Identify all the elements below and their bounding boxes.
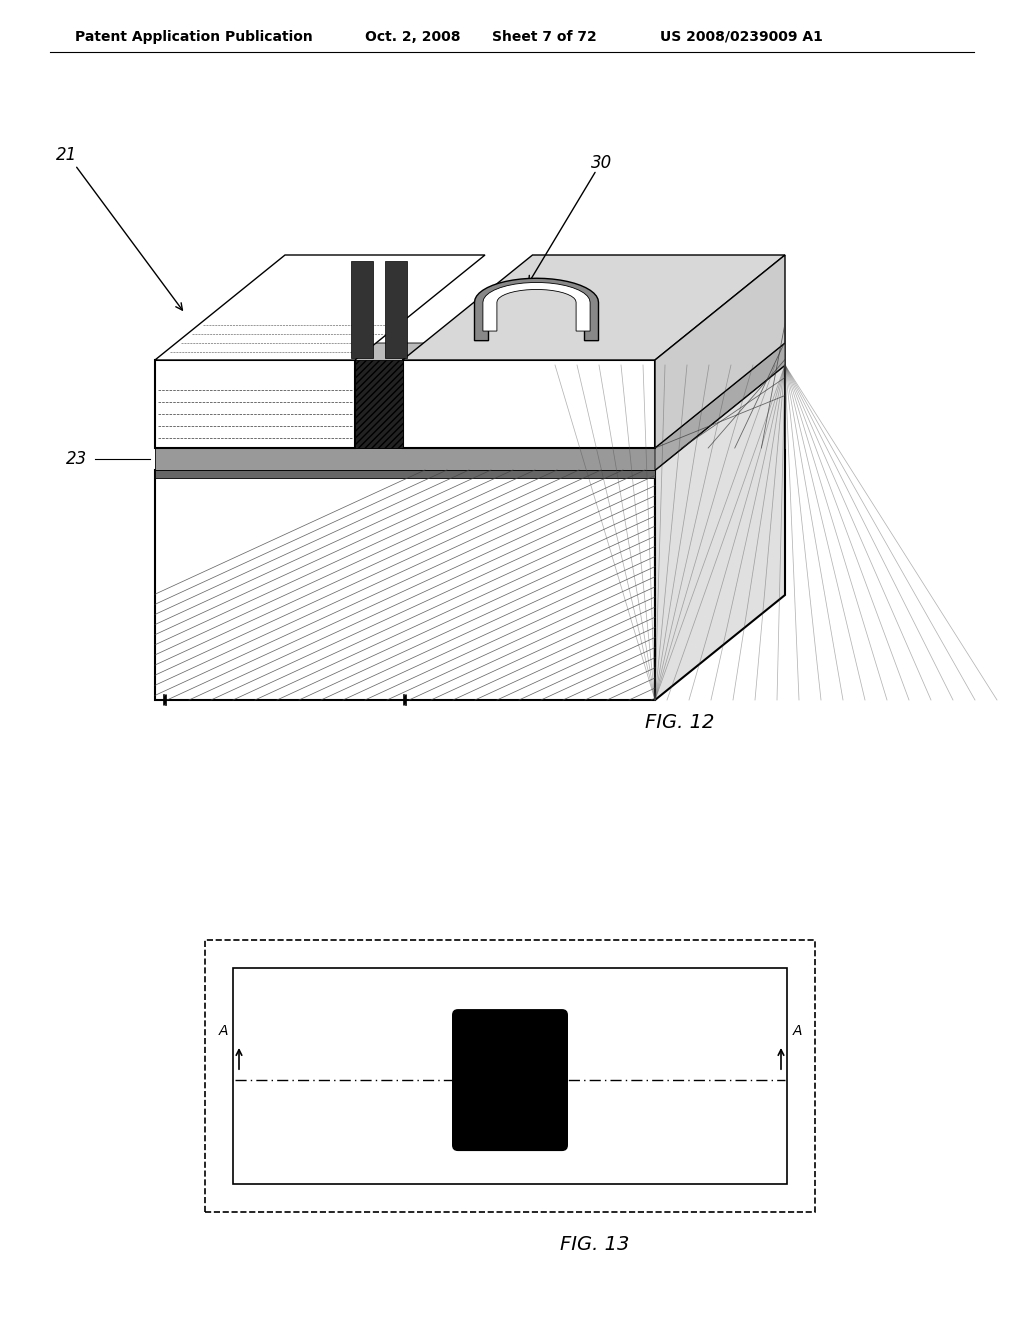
Bar	[233, 968, 787, 1184]
Text: Oct. 2, 2008: Oct. 2, 2008	[365, 30, 461, 44]
Polygon shape	[402, 360, 655, 447]
Polygon shape	[655, 255, 785, 447]
Bar	[351, 261, 373, 358]
Polygon shape	[155, 343, 785, 447]
Text: A: A	[218, 1024, 227, 1038]
FancyBboxPatch shape	[452, 1008, 568, 1151]
Text: FIG. 13: FIG. 13	[560, 1236, 630, 1254]
Polygon shape	[483, 282, 590, 331]
Bar	[205, 940, 815, 1212]
Text: 23: 23	[66, 450, 87, 469]
Text: 30: 30	[591, 154, 612, 172]
Polygon shape	[155, 255, 485, 360]
Polygon shape	[655, 366, 785, 700]
Text: Sheet 7 of 72: Sheet 7 of 72	[492, 30, 597, 44]
Polygon shape	[655, 343, 785, 470]
Text: US 2008/0239009 A1: US 2008/0239009 A1	[660, 30, 823, 44]
Text: FIG. 12: FIG. 12	[645, 713, 715, 731]
Polygon shape	[155, 360, 355, 447]
Text: A: A	[793, 1024, 802, 1038]
Polygon shape	[355, 360, 402, 447]
Polygon shape	[474, 279, 598, 341]
Polygon shape	[155, 447, 655, 470]
Bar	[384, 261, 407, 358]
Text: Patent Application Publication: Patent Application Publication	[75, 30, 312, 44]
Polygon shape	[155, 470, 655, 478]
Polygon shape	[402, 255, 785, 360]
Text: 21: 21	[56, 147, 78, 164]
Polygon shape	[155, 470, 655, 700]
